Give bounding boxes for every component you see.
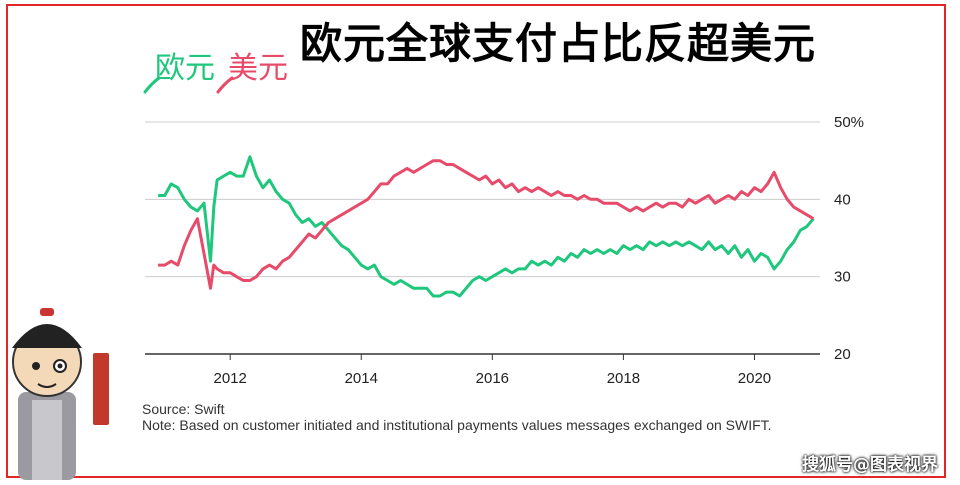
xtick-label-2018: 2018 <box>607 370 640 387</box>
legend-stroke-1 <box>216 76 234 94</box>
watermark-text: 搜狐号@图表视界 <box>802 455 938 475</box>
series-line-usd <box>158 159 815 290</box>
xtick-label-2020: 2020 <box>738 370 771 387</box>
xtick-label-2016: 2016 <box>476 370 509 387</box>
series-line-euro <box>158 155 815 298</box>
mascot-illustration <box>12 308 82 480</box>
legend-layer: 欧元 美元 <box>143 51 288 94</box>
chart-notes: Source: Swift Note: Based on customer in… <box>142 401 772 433</box>
xtick-label-2014: 2014 <box>345 370 378 387</box>
xtick-label-2012: 2012 <box>214 370 247 387</box>
chart-title: 欧元全球支付占比反超美元 <box>300 19 817 68</box>
red-frame <box>6 4 946 478</box>
ytick-label-40: 40 <box>834 191 851 208</box>
grid-layer <box>145 121 820 355</box>
ytick-label-50: 50% <box>834 114 864 131</box>
seal-stamp <box>93 353 109 425</box>
legend-stroke-0 <box>143 76 161 94</box>
legend-label-0: 欧元 <box>155 51 215 86</box>
legend-label-1: 美元 <box>228 51 288 86</box>
axis-layer: 20 30 40 50% 2012 2014 2016 2018 2020 <box>214 114 865 387</box>
source-text: Source: Swift <box>142 401 225 417</box>
ytick-label-20: 20 <box>834 346 851 363</box>
note-text: Note: Based on customer initiated and in… <box>142 417 772 433</box>
series-layer <box>158 155 815 298</box>
ytick-label-30: 30 <box>834 269 851 286</box>
